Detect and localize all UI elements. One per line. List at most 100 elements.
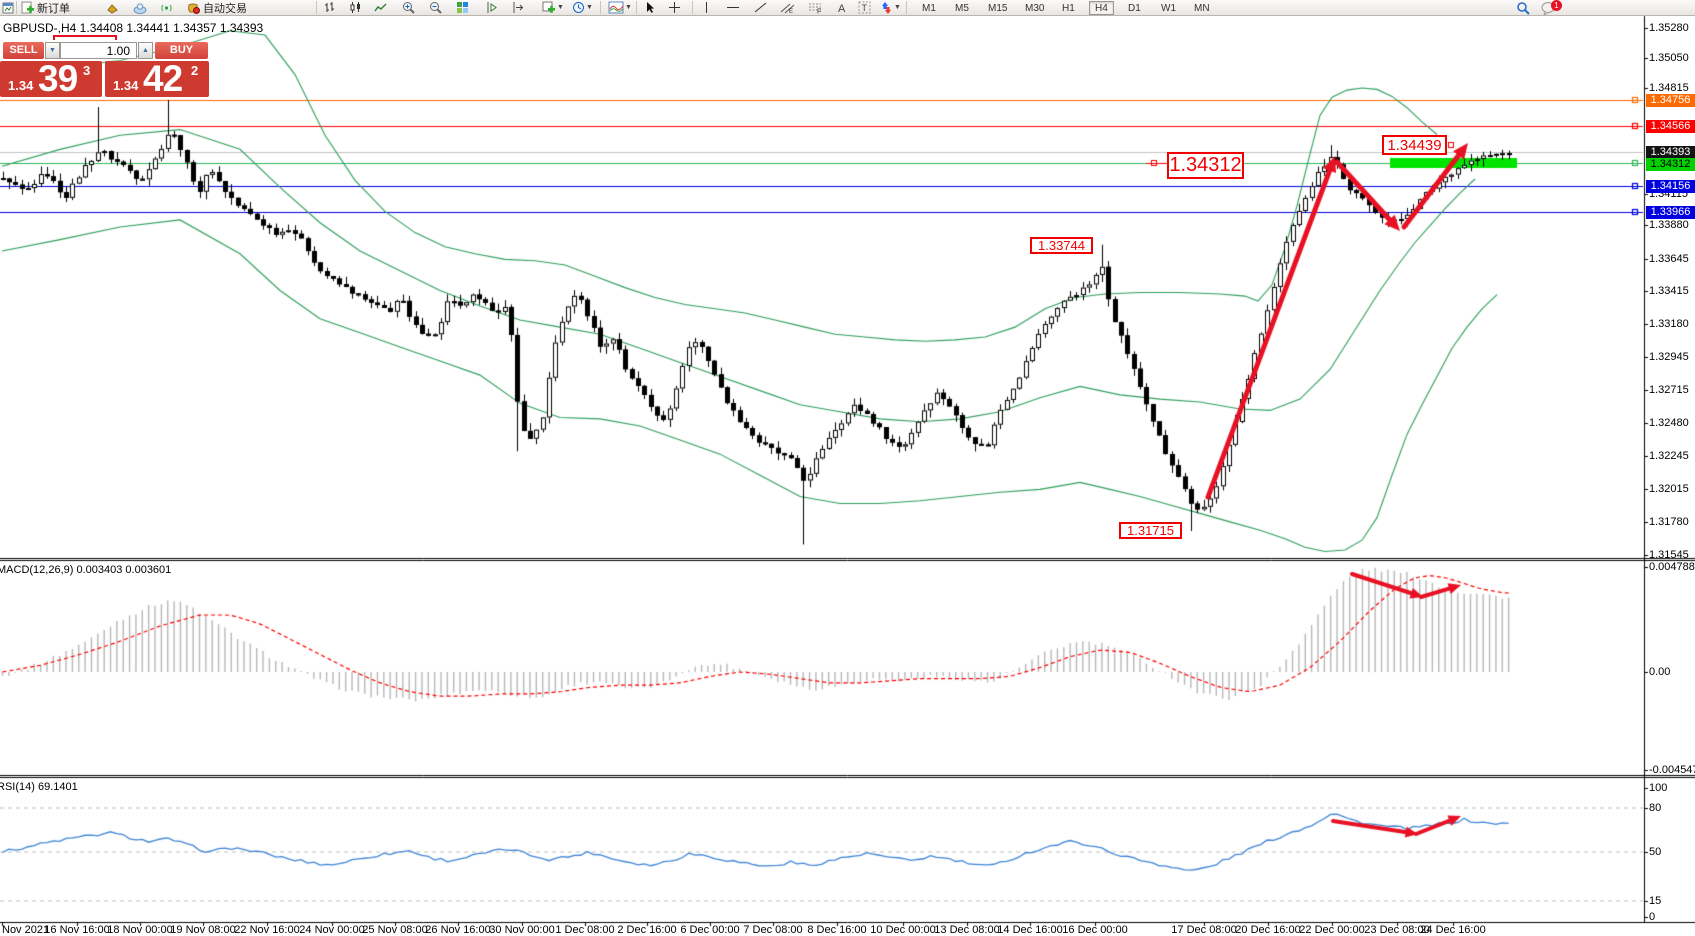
new-order-label: 新订单: [37, 2, 70, 15]
price-line-badge: 1.34756: [1646, 94, 1695, 107]
time-axis-label: 6 Dec 00:00: [680, 924, 740, 936]
price-line-badge: 1.34312: [1646, 158, 1695, 171]
price-axis-label: 1.32715: [1649, 384, 1689, 396]
new-order-button[interactable]: 新订单: [21, 0, 70, 15]
text-label-icon[interactable]: T: [858, 0, 871, 15]
time-axis-label: 30 Nov 00:00: [489, 924, 555, 936]
time-axis-label: 24 Nov 00:00: [299, 924, 365, 936]
time-axis-label: 26 Nov 16:00: [425, 924, 491, 936]
time-axis-label: 18 Nov 00:00: [107, 924, 173, 936]
price-axis-label: 1.33415: [1649, 285, 1689, 297]
volume-input[interactable]: [60, 42, 137, 59]
price-axis-label: 1.33880: [1649, 219, 1689, 231]
notification-badge: 1: [1551, 0, 1562, 11]
chart-title: GBPUSD-,H4 1.34408 1.34441 1.34357 1.343…: [3, 21, 264, 35]
spread-bracket-annotation: [53, 35, 117, 40]
price-annotation-box[interactable]: 1.34439: [1382, 135, 1447, 155]
auto-trading-icon: [188, 3, 200, 14]
rsi-axis-label: 15: [1649, 895, 1662, 907]
rsi-axis-label: 80: [1649, 802, 1662, 814]
candle-chart-icon[interactable]: [349, 0, 362, 15]
search-icon[interactable]: [1516, 0, 1530, 15]
buy-price-prefix: 1.34: [113, 78, 139, 93]
auto-trading-label: 自动交易: [203, 2, 247, 15]
timeframe-w1[interactable]: W1: [1161, 2, 1176, 14]
time-axis-label: 22 Nov 16:00: [234, 924, 300, 936]
cursor-icon[interactable]: [644, 0, 656, 15]
macd-indicator-label: MACD(12,26,9) 0.003403 0.003601: [0, 564, 172, 576]
new-chart-icon[interactable]: ▼: [542, 0, 564, 15]
price-axis-label: 1.32245: [1649, 450, 1689, 462]
one-click-trading-panel: SELL ▼ ▲ BUY 1.34 39 3 1.34 42 2: [0, 42, 210, 99]
price-annotation-box[interactable]: 1.34312: [1167, 152, 1244, 179]
sell-quote[interactable]: 1.34 39 3: [0, 58, 102, 99]
period-clock-icon[interactable]: ▼: [572, 0, 593, 15]
bar-chart-icon[interactable]: [324, 0, 337, 15]
buy-quote[interactable]: 1.34 42 2: [105, 58, 209, 99]
time-axis-label: 13 Dec 08:00: [934, 924, 1000, 936]
timeframe-m1[interactable]: M1: [922, 2, 936, 14]
time-axis-label: 10 Dec 00:00: [870, 924, 936, 936]
equidistant-channel-icon[interactable]: E: [780, 0, 795, 15]
auto-arrange-icon[interactable]: [486, 0, 499, 15]
price-axis-label: 1.35050: [1649, 52, 1689, 64]
price-axis-label: 1.33180: [1649, 318, 1689, 330]
timeframe-m30[interactable]: M30: [1025, 2, 1045, 14]
macd-axis-label: -0.004547: [1649, 764, 1695, 776]
timeframe-h1[interactable]: H1: [1062, 2, 1075, 14]
time-axis-label: 7 Dec 08:00: [743, 924, 803, 936]
chart-shift-icon[interactable]: [512, 0, 525, 15]
price-axis-label: 1.34815: [1649, 82, 1689, 94]
time-axis-label: 1 Dec 08:00: [555, 924, 615, 936]
profiles-icon[interactable]: [106, 0, 119, 15]
price-axis-label: 1.32015: [1649, 483, 1689, 495]
time-axis-label: 14 Dec 16:00: [997, 924, 1063, 936]
timeframe-m5[interactable]: M5: [955, 2, 969, 14]
auto-trading-button[interactable]: 自动交易: [186, 0, 247, 15]
chart-window-icon[interactable]: [2, 0, 14, 15]
signals-icon[interactable]: [160, 0, 173, 15]
trendline-icon[interactable]: [754, 0, 767, 15]
time-axis-label: Nov 2021: [2, 924, 50, 936]
line-chart-icon[interactable]: [374, 0, 387, 15]
price-line-badge: 1.34156: [1646, 180, 1695, 193]
vertical-line-icon[interactable]: [702, 0, 711, 15]
time-axis-label: 2 Dec 16:00: [617, 924, 677, 936]
timeframe-m15[interactable]: M15: [988, 2, 1008, 14]
timeframe-h4[interactable]: H4: [1089, 1, 1114, 15]
community-icon[interactable]: [133, 0, 147, 15]
fibonacci-icon[interactable]: F: [808, 0, 823, 15]
new-order-icon: [21, 1, 34, 14]
timeframe-d1[interactable]: D1: [1128, 2, 1141, 14]
tile-windows-icon[interactable]: [456, 0, 469, 15]
zoom-in-icon[interactable]: [402, 0, 416, 15]
macd-axis-label: 0.004788: [1649, 561, 1695, 573]
time-axis-label: 16 Nov 16:00: [44, 924, 110, 936]
price-annotation-box[interactable]: 1.33744: [1030, 237, 1093, 254]
buy-button[interactable]: BUY: [155, 42, 208, 59]
time-axis-label: 23 Dec 08:00: [1364, 924, 1430, 936]
horizontal-line-icon[interactable]: [726, 0, 740, 15]
time-axis-label: 24 Dec 16:00: [1420, 924, 1486, 936]
time-axis-label: 20 Dec 16:00: [1235, 924, 1301, 936]
svg-text:T: T: [862, 3, 868, 13]
sell-price-big: 39: [38, 58, 78, 99]
timeframe-mn[interactable]: MN: [1194, 2, 1210, 14]
volume-up-button[interactable]: ▲: [138, 42, 153, 59]
rsi-axis-label: 100: [1649, 782, 1668, 794]
indicators-icon[interactable]: ▼: [608, 0, 632, 15]
text-icon[interactable]: A: [836, 0, 848, 15]
sell-button[interactable]: SELL: [3, 42, 44, 59]
price-annotation-box[interactable]: 1.31715: [1119, 522, 1182, 539]
arrows-tool-icon[interactable]: ▼: [880, 0, 901, 15]
price-axis-label: 1.33645: [1649, 253, 1689, 265]
zoom-out-icon[interactable]: [429, 0, 443, 15]
buy-price-sup: 2: [191, 63, 199, 78]
sell-price-prefix: 1.34: [8, 78, 34, 93]
svg-text:A: A: [838, 3, 846, 14]
volume-down-button[interactable]: ▼: [45, 42, 60, 59]
price-axis-label: 1.31545: [1649, 549, 1689, 561]
crosshair-icon[interactable]: [668, 0, 681, 15]
